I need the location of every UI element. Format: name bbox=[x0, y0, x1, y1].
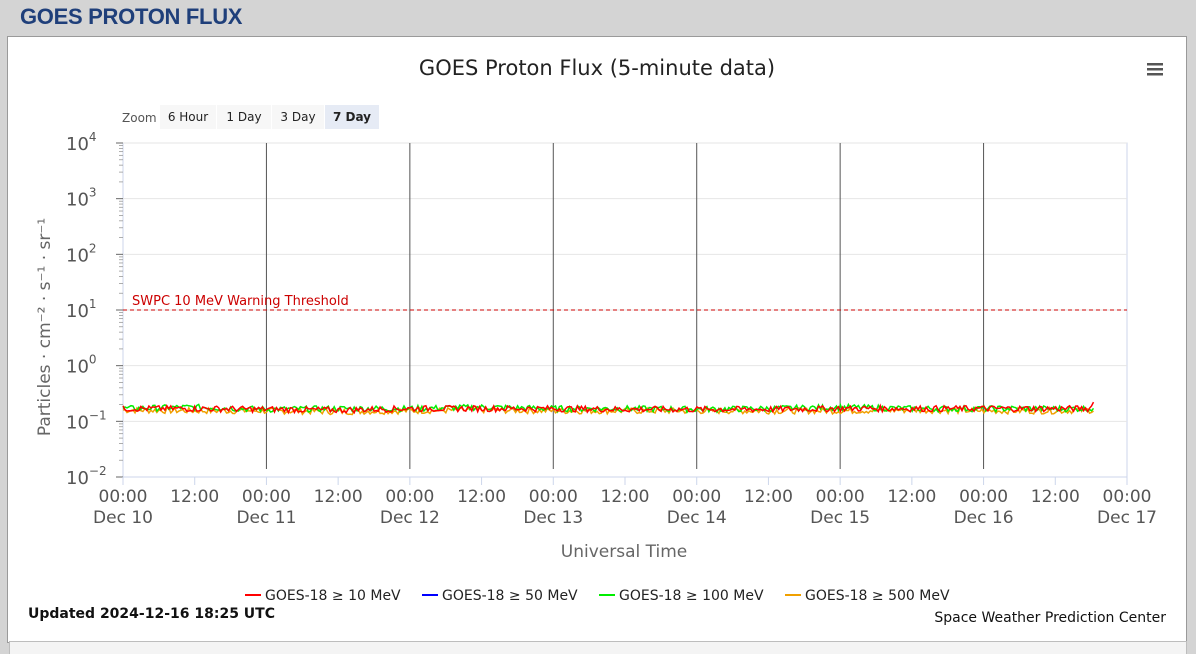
y-tick-label: 104 bbox=[66, 130, 97, 155]
y-tick-base: 10 bbox=[66, 134, 89, 155]
x-tick-date: Dec 14 bbox=[667, 508, 727, 528]
legend-item[interactable]: GOES-18 ≥ 10 MeV bbox=[245, 588, 401, 604]
series-line-0 bbox=[122, 401, 1095, 415]
y-tick-exponent: −1 bbox=[89, 408, 107, 422]
x-tick-time: 12:00 bbox=[170, 487, 219, 507]
y-tick-exponent: 4 bbox=[89, 130, 97, 144]
y-tick-exponent: 1 bbox=[89, 297, 97, 311]
plot-area: SWPC 10 MeV Warning Threshold bbox=[116, 142, 1128, 478]
updated-timestamp: Updated 2024-12-16 18:25 UTC bbox=[28, 606, 275, 622]
legend-label: GOES-18 ≥ 100 MeV bbox=[619, 588, 764, 604]
x-tick-date: Dec 10 bbox=[93, 508, 153, 528]
zoom-button-3-day[interactable]: 3 Day bbox=[272, 105, 324, 129]
x-tick-time: 00:00 bbox=[816, 487, 865, 507]
y-tick-label: 10−2 bbox=[66, 464, 107, 489]
y-tick-base: 10 bbox=[66, 412, 89, 433]
x-tick-time: 00:00 bbox=[242, 487, 291, 507]
bottom-panel bbox=[9, 641, 1187, 654]
y-tick-base: 10 bbox=[66, 190, 89, 211]
legend-label: GOES-18 ≥ 500 MeV bbox=[805, 588, 950, 604]
zoom-button-7-day[interactable]: 7 Day bbox=[325, 105, 379, 129]
page-header: GOES PROTON FLUX bbox=[0, 0, 1196, 36]
legend-label: GOES-18 ≥ 50 MeV bbox=[442, 588, 578, 604]
x-tick-date: Dec 17 bbox=[1097, 508, 1157, 528]
x-tick-time: 12:00 bbox=[601, 487, 650, 507]
zoom-label: Zoom bbox=[122, 111, 157, 125]
x-tick-time: 12:00 bbox=[887, 487, 936, 507]
y-tick-label: 101 bbox=[66, 297, 97, 322]
zoom-button-bg[interactable] bbox=[272, 105, 324, 129]
zoom-button-bg[interactable] bbox=[217, 105, 271, 129]
y-axis-title: Particles · cm⁻² · s⁻¹ · sr⁻¹ bbox=[35, 218, 55, 436]
y-tick-label: 100 bbox=[66, 353, 97, 378]
chart-svg: GOES Proton Flux (5-minute data) Zoom 6 … bbox=[28, 56, 1166, 626]
y-tick-exponent: 2 bbox=[89, 241, 97, 255]
y-tick-base: 10 bbox=[66, 357, 89, 378]
legend-item[interactable]: GOES-18 ≥ 50 MeV bbox=[422, 588, 578, 604]
x-tick-date: Dec 12 bbox=[380, 508, 440, 528]
zoom-button-bg[interactable] bbox=[325, 105, 379, 129]
page-title: GOES PROTON FLUX bbox=[20, 4, 243, 29]
y-tick-label: 103 bbox=[66, 186, 97, 211]
x-tick-time: 00:00 bbox=[1103, 487, 1152, 507]
chart-panel: GOES Proton Flux (5-minute data) Zoom 6 … bbox=[7, 36, 1187, 643]
x-tick-time: 00:00 bbox=[99, 487, 148, 507]
zoom-control: Zoom 6 Hour 1 Day 3 Day 7 Day bbox=[122, 105, 379, 129]
y-axis: Particles · cm⁻² · s⁻¹ · sr⁻¹ 1041031021… bbox=[35, 130, 107, 489]
series-line-3 bbox=[122, 405, 1094, 416]
x-tick-time: 00:00 bbox=[385, 487, 434, 507]
x-tick-date: Dec 16 bbox=[954, 508, 1014, 528]
x-tick-date: Dec 11 bbox=[236, 508, 296, 528]
legend-label: GOES-18 ≥ 10 MeV bbox=[265, 588, 401, 604]
zoom-button-6-hour[interactable]: 6 Hour bbox=[160, 105, 216, 129]
x-tick-time: 12:00 bbox=[744, 487, 793, 507]
threshold-label: SWPC 10 MeV Warning Threshold bbox=[132, 294, 349, 309]
zoom-button-label: 1 Day bbox=[226, 110, 261, 124]
zoom-button-label: 7 Day bbox=[333, 110, 371, 124]
zoom-button-1-day[interactable]: 1 Day bbox=[217, 105, 271, 129]
y-tick-label: 10−1 bbox=[66, 408, 107, 433]
legend-item[interactable]: GOES-18 ≥ 500 MeV bbox=[785, 588, 950, 604]
credit-text: Space Weather Prediction Center bbox=[934, 610, 1166, 626]
x-tick-time: 00:00 bbox=[672, 487, 721, 507]
x-tick-time: 00:00 bbox=[959, 487, 1008, 507]
x-tick-time: 12:00 bbox=[457, 487, 506, 507]
y-tick-exponent: −2 bbox=[89, 464, 107, 478]
legend-item[interactable]: GOES-18 ≥ 100 MeV bbox=[599, 588, 764, 604]
menu-bar-top bbox=[1147, 63, 1163, 66]
legend: GOES-18 ≥ 10 MeV GOES-18 ≥ 50 MeV GOES-18 … bbox=[245, 588, 950, 604]
chart-title: GOES Proton Flux (5-minute data) bbox=[419, 56, 775, 80]
zoom-button-bg[interactable] bbox=[160, 105, 216, 129]
y-tick-exponent: 3 bbox=[89, 186, 97, 200]
hamburger-menu-icon[interactable] bbox=[1146, 63, 1164, 81]
x-tick-time: 12:00 bbox=[314, 487, 363, 507]
y-tick-label: 102 bbox=[66, 241, 97, 266]
menu-bar-bottom bbox=[1147, 73, 1163, 76]
x-tick-time: 12:00 bbox=[1031, 487, 1080, 507]
y-tick-base: 10 bbox=[66, 468, 89, 489]
y-tick-exponent: 0 bbox=[89, 353, 97, 367]
y-tick-base: 10 bbox=[66, 301, 89, 322]
x-tick-date: Dec 13 bbox=[523, 508, 583, 528]
x-tick-date: Dec 15 bbox=[810, 508, 870, 528]
zoom-button-label: 6 Hour bbox=[168, 110, 208, 124]
zoom-button-label: 3 Day bbox=[280, 110, 315, 124]
x-axis-title: Universal Time bbox=[561, 542, 687, 562]
menu-bar-middle bbox=[1147, 68, 1163, 71]
y-tick-base: 10 bbox=[66, 245, 89, 266]
x-tick-time: 00:00 bbox=[529, 487, 578, 507]
